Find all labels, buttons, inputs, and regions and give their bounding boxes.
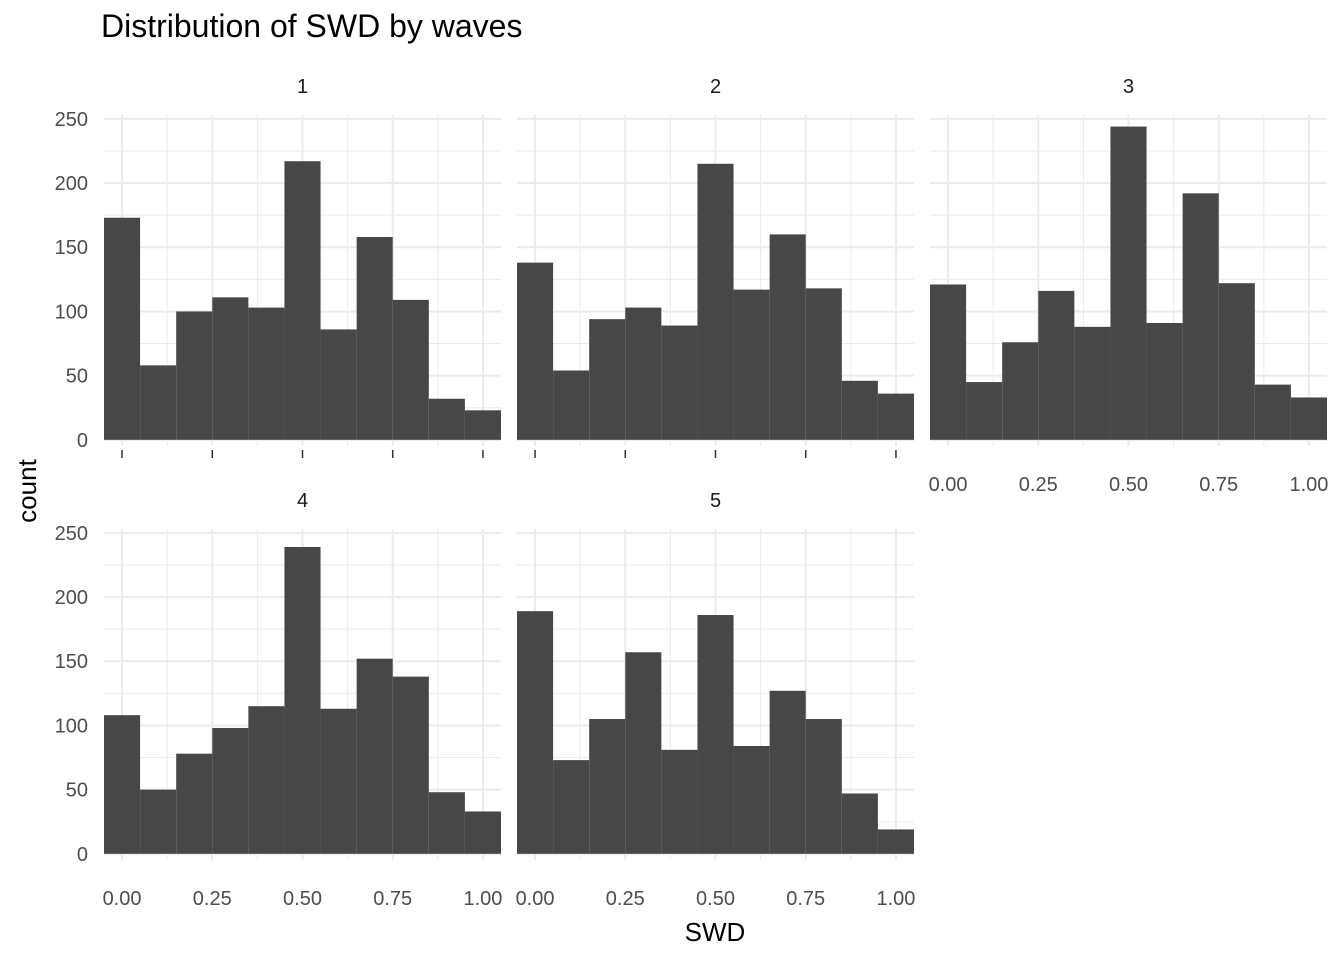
histogram-bar xyxy=(140,365,177,440)
histogram-bar xyxy=(176,311,213,440)
histogram-bar xyxy=(841,793,878,854)
histogram-bar xyxy=(733,289,770,440)
x-tick-label: 0.00 xyxy=(929,474,968,496)
histogram-bar xyxy=(697,163,734,440)
histogram-bar xyxy=(625,652,662,854)
histogram-bar xyxy=(320,329,357,440)
histogram-bar xyxy=(356,236,393,440)
histogram-bar xyxy=(877,829,914,854)
chart-title: Distribution of SWD by waves xyxy=(101,8,523,44)
y-tick-label: 0 xyxy=(77,430,88,452)
facet-strip-label: 5 xyxy=(710,490,721,512)
histogram-bar xyxy=(1146,322,1183,440)
facet-strip-label: 1 xyxy=(297,76,308,98)
histogram-bar xyxy=(553,760,590,854)
x-tick-label: 1.00 xyxy=(1289,474,1328,496)
facet-panel-5: 5 0.00 0.25 0.50 0.75 1.00 xyxy=(516,490,916,910)
histogram-bar xyxy=(212,297,249,440)
histogram-bar xyxy=(805,719,842,854)
x-tick-label: 0.00 xyxy=(103,888,142,910)
histogram-bar xyxy=(733,745,770,854)
x-tick-label: 0.25 xyxy=(606,888,645,910)
histogram-bar xyxy=(661,749,698,854)
x-tick-label: 1.00 xyxy=(876,888,915,910)
histogram-bar xyxy=(392,299,429,440)
y-tick-label: 50 xyxy=(66,780,88,802)
x-tick-label: 0.75 xyxy=(373,888,412,910)
x-axis-title: SWD xyxy=(685,917,746,947)
histogram-bar xyxy=(464,811,501,854)
y-tick-label: 100 xyxy=(55,301,88,323)
x-tick-label: 0.00 xyxy=(516,888,555,910)
y-tick-label: 200 xyxy=(55,587,88,609)
histogram-bar xyxy=(1254,384,1291,440)
facet-panel-3: 3 0.00 0.25 0.50 0.75 1.00 xyxy=(929,76,1329,496)
histogram-bar xyxy=(1074,326,1111,440)
histogram-bar xyxy=(589,719,626,854)
histogram-bar xyxy=(1218,283,1255,440)
x-tick-label: 0.75 xyxy=(1199,474,1238,496)
histogram-bar xyxy=(517,262,554,440)
x-tick-label: 0.25 xyxy=(1019,474,1058,496)
histogram-bar xyxy=(661,325,698,440)
histogram-bar xyxy=(212,728,249,854)
histogram-bar xyxy=(320,708,357,854)
x-tick-label: 0.75 xyxy=(786,888,825,910)
facet-panel-1: 1 0 50 100 150 200 250 xyxy=(55,76,501,458)
histogram-bar xyxy=(805,288,842,440)
x-tick-label: 0.50 xyxy=(696,888,735,910)
y-tick-label: 100 xyxy=(55,715,88,737)
histogram-bar xyxy=(176,753,213,854)
facet-strip-label: 3 xyxy=(1123,76,1134,98)
histogram-bar xyxy=(1290,397,1327,440)
histogram-bar xyxy=(877,393,914,440)
histogram-bar xyxy=(392,676,429,854)
x-tick-label: 0.25 xyxy=(193,888,232,910)
histogram-bar xyxy=(841,380,878,440)
y-tick-label: 250 xyxy=(55,109,88,131)
facet-panel-2: 2 xyxy=(517,76,914,458)
histogram-bar xyxy=(1110,126,1147,440)
y-tick-label: 150 xyxy=(55,237,88,259)
histogram-bar xyxy=(553,370,590,440)
histogram-bar xyxy=(589,319,626,440)
histogram-bar xyxy=(697,615,734,854)
y-tick-label: 0 xyxy=(77,844,88,866)
histogram-bar xyxy=(284,546,321,854)
histogram-bar xyxy=(517,611,554,854)
histogram-bar xyxy=(966,382,1003,440)
histogram-bar xyxy=(769,690,806,854)
histogram-bar xyxy=(104,715,141,854)
histogram-bar xyxy=(248,307,285,440)
facet-strip-label: 4 xyxy=(297,490,308,512)
histogram-bar xyxy=(104,217,141,440)
facet-strip-label: 2 xyxy=(710,76,721,98)
histogram-bar xyxy=(625,307,662,440)
histogram-bar xyxy=(428,792,465,854)
histogram-bar xyxy=(428,398,465,440)
histogram-bar xyxy=(769,234,806,440)
x-tick-label: 0.50 xyxy=(1109,474,1148,496)
histogram-bar xyxy=(1038,290,1075,440)
y-tick-label: 150 xyxy=(55,651,88,673)
histogram-bar xyxy=(140,789,177,854)
y-tick-label: 50 xyxy=(66,366,88,388)
facet-panel-4: 4 0 50 100 150 200 250 0.00 0.25 0.50 0.75 1.00 xyxy=(55,490,503,910)
x-tick-label: 0.50 xyxy=(283,888,322,910)
y-tick-label: 250 xyxy=(55,523,88,545)
histogram-bar xyxy=(930,284,967,440)
x-tick-label: 1.00 xyxy=(463,888,502,910)
histogram-bar xyxy=(1002,342,1039,440)
histogram-bar xyxy=(248,706,285,854)
y-axis-title: count xyxy=(12,458,42,522)
y-tick-label: 200 xyxy=(55,173,88,195)
histogram-bar xyxy=(464,410,501,440)
histogram-bar xyxy=(1182,193,1219,440)
histogram-bar xyxy=(356,658,393,854)
histogram-bar xyxy=(284,161,321,440)
